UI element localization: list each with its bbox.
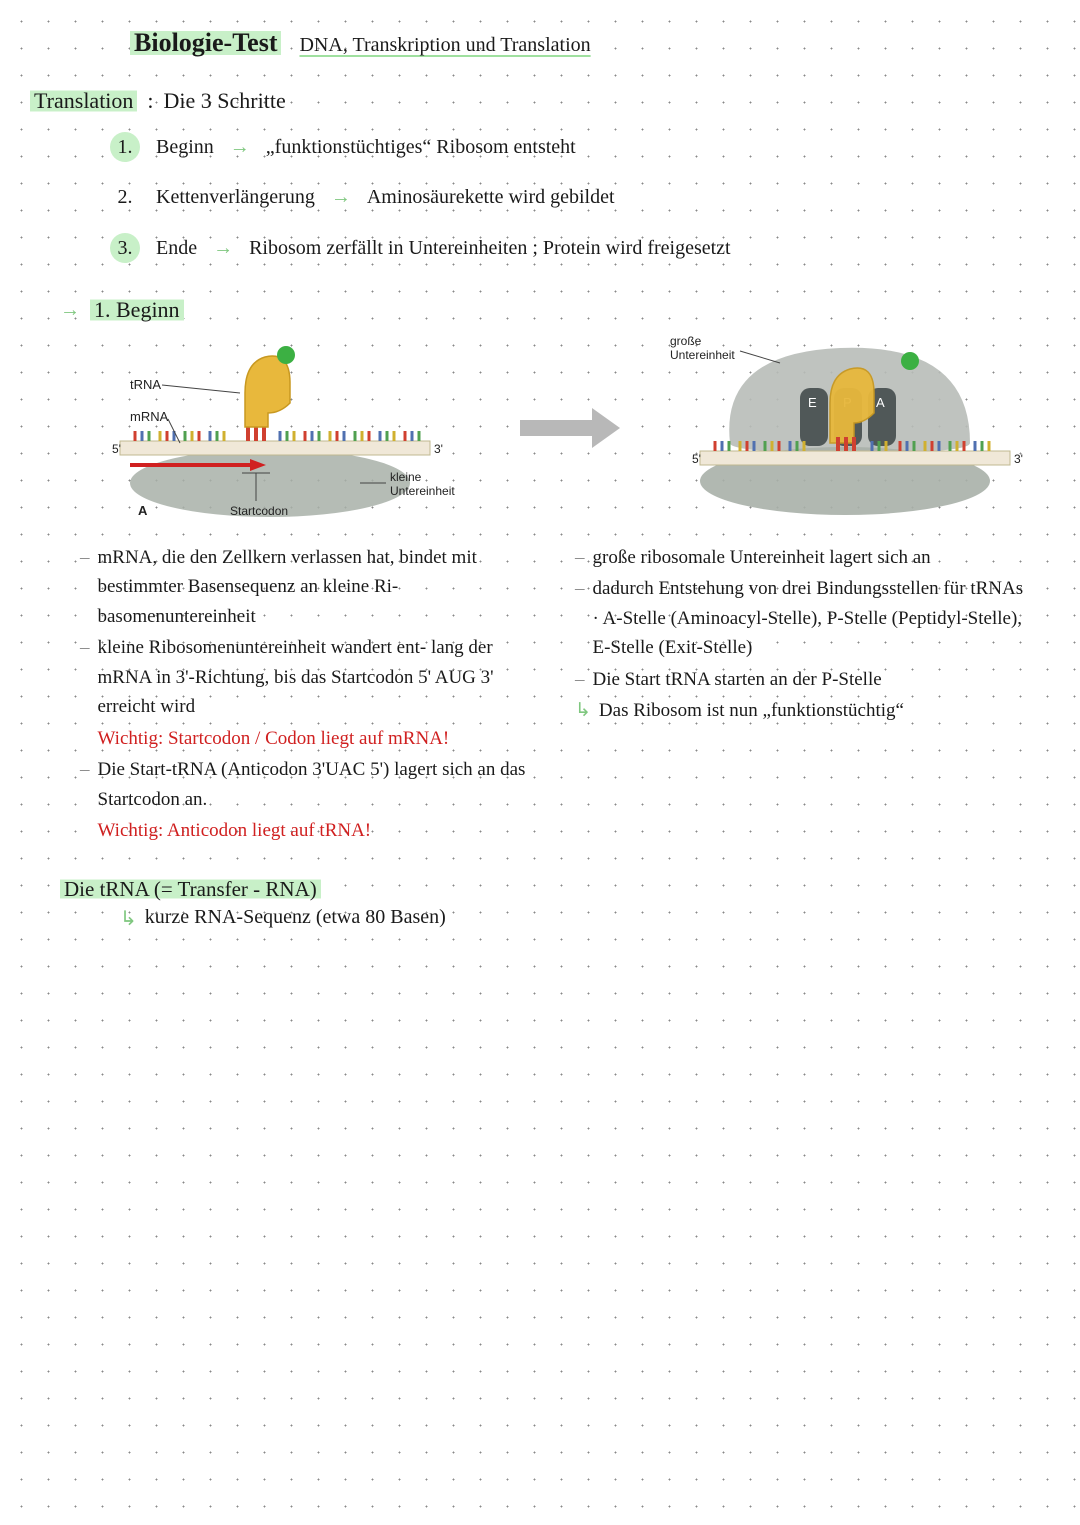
list-item: –Die Start tRNA starten an der P-Stelle (575, 665, 1030, 694)
trna-heading: Die tRNA (= Transfer - RNA) (60, 877, 1050, 902)
page-content: Biologie-Test DNA, Transkription und Tra… (0, 0, 1080, 1525)
trna-sub: ↳ kurze RNA-Sequenz (etwa 80 Basen) (120, 906, 1050, 931)
note-text: mRNA, die den Zellkern verlassen hat, bi… (98, 543, 536, 631)
step-desc: „funktionstüchtiges“ Ribosom entsteht (266, 136, 576, 159)
dash-icon: – (80, 755, 90, 814)
label-e-site: E (808, 395, 817, 410)
step-name: Kettenverlängerung (156, 186, 315, 209)
label-grosse: große (670, 334, 702, 348)
note-text: Das Ribosom ist nun „funktionstüchtig“ (599, 696, 904, 725)
step-row: 3. Ende → Ribosom zerfällt in Untereinhe… (110, 233, 1050, 263)
label-trna: tRNA (130, 377, 161, 392)
notes-columns: –mRNA, die den Zellkern verlassen hat, b… (80, 543, 1030, 847)
label-startcodon: Startcodon (230, 504, 288, 518)
note-text: kleine Ribosomenuntereinheit wandert ent… (98, 633, 536, 721)
note-text-important: Wichtig: Anticodon liegt auf tRNA! (98, 816, 372, 845)
step-row: 1. Beginn → „funktionstüchtiges“ Ribosom… (110, 132, 1050, 162)
note-text: Die Start tRNA starten an der P-Stelle (593, 665, 882, 694)
page-subtitle: DNA, Transkription und Translation (299, 34, 590, 57)
left-column: –mRNA, die den Zellkern verlassen hat, b… (80, 543, 535, 847)
label-five-prime-r: 5' (692, 452, 701, 466)
step-number: 2. (110, 186, 140, 209)
label-mrna: mRNA (130, 409, 169, 424)
note-text-important: Wichtig: Startcodon / Codon liegt auf mR… (98, 724, 450, 753)
page-title: Biologie-Test (130, 28, 281, 58)
arrow-icon: → (331, 186, 351, 209)
right-column: –große ribosomale Untereinheit lagert si… (575, 543, 1030, 847)
label-grosse-untereinheit: Untereinheit (670, 348, 735, 362)
list-item: –Wichtig: Anticodon liegt auf tRNA! (80, 816, 535, 845)
note-text: dadurch Entstehung von drei Bindungsstel… (593, 574, 1031, 662)
trna-label: Die tRNA (= Transfer - RNA) (60, 877, 321, 901)
step-desc: Ribosom zerfällt in Untereinheiten ; Pro… (249, 237, 731, 260)
list-item: –Die Start-tRNA (Anticodon 3'UAC 5') lag… (80, 755, 535, 814)
trna-sub-text: kurze RNA-Sequenz (etwa 80 Basen) (145, 906, 446, 931)
dash-icon: – (575, 665, 585, 694)
step-name: Ende (156, 237, 197, 260)
translation-colon: : (147, 88, 153, 114)
hook-arrow-icon: ↳ (120, 906, 137, 931)
list-item: –dadurch Entstehung von drei Bindungsste… (575, 574, 1030, 662)
hook-arrow-icon: ↳ (575, 696, 591, 725)
dash-icon: – (575, 574, 585, 662)
step-desc: Aminosäurekette wird gebildet (367, 186, 615, 209)
beginn-label: 1. Beginn (90, 297, 184, 323)
step-name: Beginn (156, 136, 214, 159)
list-item: –mRNA, die den Zellkern verlassen hat, b… (80, 543, 535, 631)
translation-header: Translation : Die 3 Schritte (30, 88, 1050, 114)
step-row: 2. Kettenverlängerung → Aminosäurekette … (110, 186, 1050, 209)
note-text: Die Start-tRNA (Anticodon 3'UAC 5') lage… (98, 755, 536, 814)
steps-list: 1. Beginn → „funktionstüchtiges“ Ribosom… (110, 132, 1050, 263)
list-item: –große ribosomale Untereinheit lagert si… (575, 543, 1030, 572)
note-text: große ribosomale Untereinheit lagert sic… (593, 543, 931, 572)
dash-icon: – (80, 543, 90, 631)
diagram-initiation-left: tRNA mRNA 5' 3' kleine Untereinheit A St… (90, 333, 490, 523)
title-row: Biologie-Test DNA, Transkription und Tra… (130, 28, 1050, 58)
label-three-prime-r: 3' (1014, 452, 1023, 466)
label-a: A (138, 503, 148, 518)
step-number: 3. (110, 233, 140, 263)
big-arrow-icon (520, 398, 620, 458)
diagram-initiation-right: E P A 5' 3' große (650, 333, 1050, 523)
arrow-icon: → (230, 136, 250, 159)
label-five-prime: 5' (112, 442, 121, 456)
list-item: –kleine Ribosomenuntereinheit wandert en… (80, 633, 535, 721)
label-a-site: A (876, 395, 885, 410)
label-kleine: kleine (390, 470, 422, 484)
list-item: –Wichtig: Startcodon / Codon liegt auf m… (80, 724, 535, 753)
diagram-row: tRNA mRNA 5' 3' kleine Untereinheit A St… (90, 333, 1050, 523)
step-number: 1. (110, 132, 140, 162)
translation-text: Die 3 Schritte (164, 88, 286, 114)
arrow-icon: → (60, 299, 80, 322)
label-untereinheit: Untereinheit (390, 484, 455, 498)
arrow-icon: → (213, 237, 233, 260)
label-three-prime: 3' (434, 442, 443, 456)
beginn-heading: → 1. Beginn (60, 297, 1050, 323)
dash-icon: – (80, 633, 90, 721)
dash-icon: – (575, 543, 585, 572)
translation-label: Translation (30, 88, 137, 114)
list-item: ↳ Das Ribosom ist nun „funktionstüchtig“ (575, 696, 1030, 725)
